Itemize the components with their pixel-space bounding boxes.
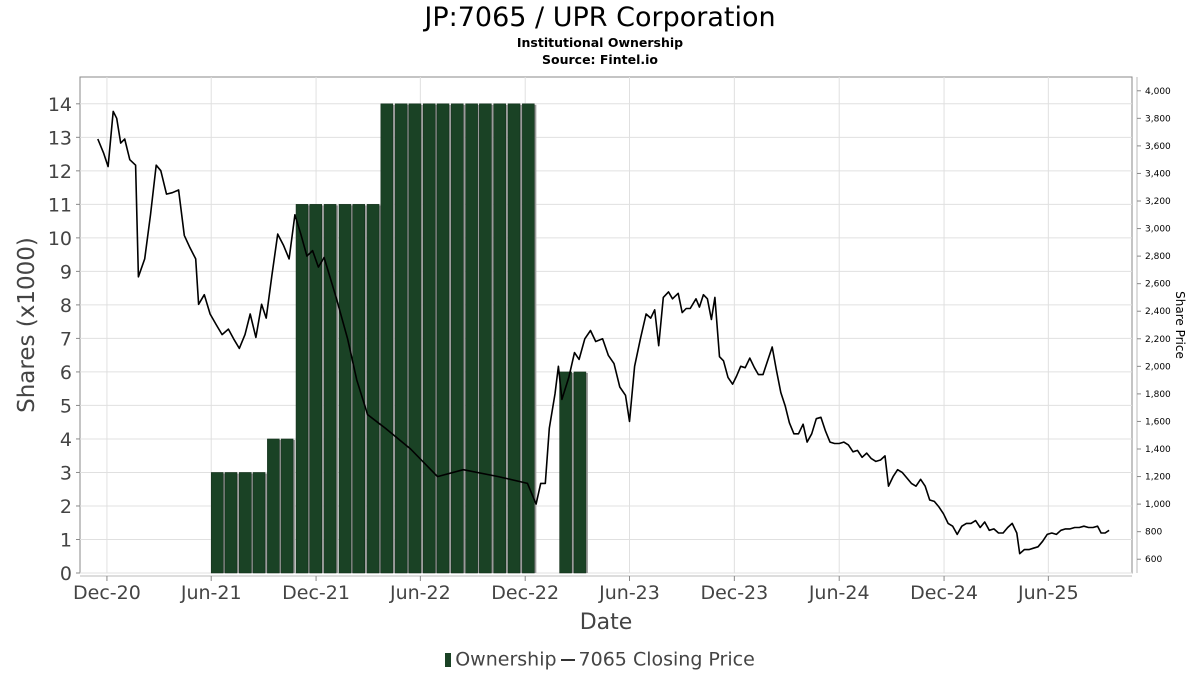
ownership-bar	[394, 103, 408, 574]
x-tick-label: Dec-23	[700, 582, 768, 604]
y-tick-label: 14	[48, 94, 72, 116]
price-line-layer	[97, 110, 1110, 555]
y2-tick-label: 1,000	[1145, 500, 1171, 510]
chart-title: JP:7065 / UPR Corporation	[424, 2, 776, 33]
legend-price: 7065 Closing Price	[578, 648, 755, 671]
chart-source: Source: Fintel.io	[542, 52, 658, 67]
price-line	[97, 110, 1110, 555]
ownership-bar	[224, 472, 238, 574]
ownership-bar	[252, 472, 266, 574]
y-tick-label: 10	[48, 228, 72, 250]
legend-ownership: Ownership	[455, 648, 557, 671]
ownership-bar	[323, 204, 337, 574]
ownership-bar	[451, 103, 464, 574]
y-tick-label: 13	[48, 127, 72, 149]
y2-tick-label: 600	[1145, 555, 1162, 565]
ownership-bar	[210, 472, 224, 574]
ownership-bar	[422, 103, 436, 574]
y2-tick-label: 2,000	[1145, 362, 1171, 372]
x-tick-label: Dec-21	[282, 582, 350, 604]
ownership-bar	[559, 371, 572, 574]
x-tick-label: Dec-22	[491, 582, 559, 604]
x-tick-label: Jun-24	[808, 582, 870, 604]
ownership-bar	[338, 204, 352, 574]
ownership-bar	[408, 103, 422, 574]
ownership-bars	[210, 103, 588, 574]
ownership-bar	[295, 204, 309, 574]
x-tick-label: Jun-22	[389, 582, 451, 604]
ownership-bar	[267, 438, 280, 574]
y2-tick-label: 2,600	[1145, 280, 1171, 290]
y2-tick-label: 2,200	[1145, 335, 1171, 345]
legend: Ownership 7065 Closing Price	[0, 648, 1200, 671]
axes: 012345678910111213146008001,0001,2001,40…	[48, 77, 1171, 604]
x-tick-label: Jun-21	[180, 582, 242, 604]
y-tick-label: 7	[60, 328, 72, 350]
y2-tick-label: 1,800	[1145, 390, 1171, 400]
y-axis-label: Shares (x1000)	[14, 237, 40, 413]
ownership-bar	[507, 103, 521, 574]
x-axis-label: Date	[580, 610, 633, 635]
x-tick-label: Jun-25	[1017, 582, 1079, 604]
ownership-bar	[239, 472, 252, 574]
x-tick-label: Dec-20	[73, 582, 141, 604]
y2-axis-label: Share Price	[1173, 291, 1187, 359]
y2-tick-label: 1,200	[1145, 473, 1171, 483]
y-tick-label: 2	[60, 496, 72, 518]
y2-tick-label: 3,000	[1145, 225, 1171, 235]
ownership-bar	[479, 103, 492, 574]
x-tick-label: Dec-24	[910, 582, 978, 604]
y-tick-label: 8	[60, 295, 72, 317]
y2-tick-label: 3,400	[1145, 169, 1171, 179]
y2-tick-label: 1,600	[1145, 417, 1171, 427]
y-tick-label: 9	[60, 261, 72, 283]
ownership-bar	[493, 103, 506, 574]
ownership-legend-swatch	[445, 652, 452, 667]
y-tick-label: 3	[60, 462, 72, 484]
x-tick-label: Jun-23	[598, 582, 660, 604]
y-tick-label: 4	[60, 429, 72, 451]
chart-subtitle: Institutional Ownership	[516, 35, 684, 50]
y-tick-label: 0	[60, 563, 72, 585]
ownership-bar	[465, 103, 478, 574]
ownership-bar	[366, 204, 380, 574]
y-tick-label: 12	[48, 161, 72, 183]
ownership-bar	[436, 103, 450, 574]
ownership-bar	[573, 371, 587, 574]
y-tick-label: 6	[60, 362, 72, 384]
ownership-bar	[280, 438, 294, 574]
y2-tick-label: 2,800	[1145, 252, 1171, 262]
y-tick-label: 1	[60, 529, 72, 551]
ownership-bar	[522, 103, 535, 574]
y2-tick-label: 2,400	[1145, 307, 1171, 317]
y-tick-label: 5	[60, 395, 72, 417]
y2-tick-label: 4,000	[1145, 87, 1171, 97]
y2-tick-label: 800	[1145, 528, 1162, 538]
ownership-bar	[380, 103, 394, 574]
y-tick-label: 11	[48, 194, 72, 216]
y2-tick-label: 1,400	[1145, 445, 1171, 455]
ownership-bar	[309, 204, 323, 574]
price-legend-swatch	[560, 658, 575, 661]
y2-tick-label: 3,800	[1145, 114, 1171, 124]
y2-tick-label: 3,600	[1145, 142, 1171, 152]
y2-tick-label: 3,200	[1145, 197, 1171, 207]
